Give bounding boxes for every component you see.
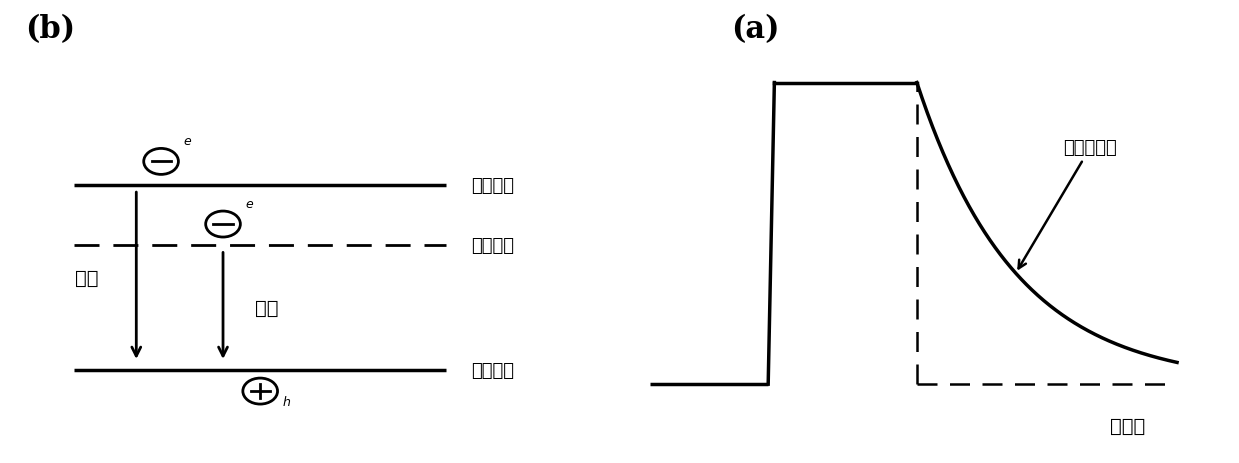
- Text: (b): (b): [25, 14, 74, 45]
- Text: e: e: [183, 135, 191, 148]
- Text: (a): (a): [731, 14, 779, 45]
- Text: 时间轴: 时间轴: [1110, 416, 1145, 435]
- Text: 价带能级: 价带能级: [471, 362, 514, 379]
- Text: h: h: [282, 395, 291, 408]
- Text: 持续光响应: 持续光响应: [1018, 139, 1118, 269]
- Text: 导带能级: 导带能级: [471, 176, 514, 194]
- Text: e: e: [245, 197, 253, 210]
- Text: 跃迁: 跃迁: [76, 269, 98, 287]
- Text: 陷阱能级: 陷阱能级: [471, 237, 514, 254]
- Text: 跃迁: 跃迁: [255, 299, 278, 317]
